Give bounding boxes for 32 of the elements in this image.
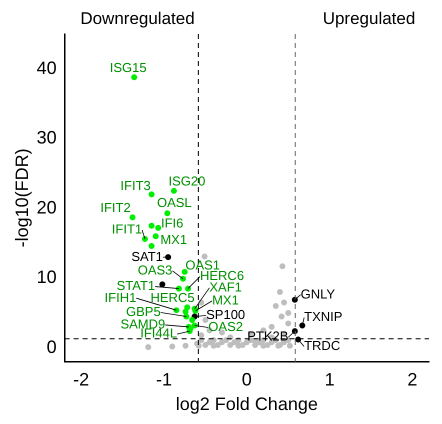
y-axis-title: -log10(FDR) xyxy=(12,148,32,248)
annotation: IFIT2 xyxy=(100,200,131,216)
annotation: GBP5 xyxy=(126,304,161,320)
annotation: ISG15 xyxy=(110,60,147,75)
annotation: OAS1 xyxy=(185,257,220,272)
annotation: XAF1 xyxy=(209,279,242,294)
annotation: IFI6 xyxy=(160,215,184,230)
y-tick-label: 30 xyxy=(36,128,57,148)
annotation: GNLY xyxy=(300,286,336,302)
annotation: TXNIP xyxy=(304,309,342,324)
x-tick-label: -1 xyxy=(156,370,172,390)
y-tick-label: 40 xyxy=(36,58,57,78)
annotation: IFIT1 xyxy=(112,222,142,237)
y-tick-label: 0 xyxy=(46,336,57,357)
x-axis-title: log2 Fold Change xyxy=(176,394,318,414)
x-tick-label: 1 xyxy=(324,370,335,390)
annotation: IFIT3 xyxy=(120,178,151,193)
annotation: MX1 xyxy=(212,292,239,308)
annotation: SAT1 xyxy=(131,248,163,264)
annotation: OASL xyxy=(156,194,192,210)
text: Downregulated xyxy=(80,9,195,28)
text: Upregulated xyxy=(322,9,416,28)
x-tick-label: -2 xyxy=(73,370,90,390)
y-tick-label: 10 xyxy=(36,267,57,288)
annotation: MX1 xyxy=(160,232,188,247)
y-tick-label: 20 xyxy=(36,197,57,218)
x-tick-label: 2 xyxy=(407,370,418,390)
annotation: TRDC xyxy=(304,338,340,354)
x-tick-label: 0 xyxy=(242,370,252,390)
annotation: PTK2B xyxy=(247,328,288,344)
annotation: OAS3 xyxy=(138,262,172,278)
annotation: ISG20 xyxy=(168,174,206,189)
